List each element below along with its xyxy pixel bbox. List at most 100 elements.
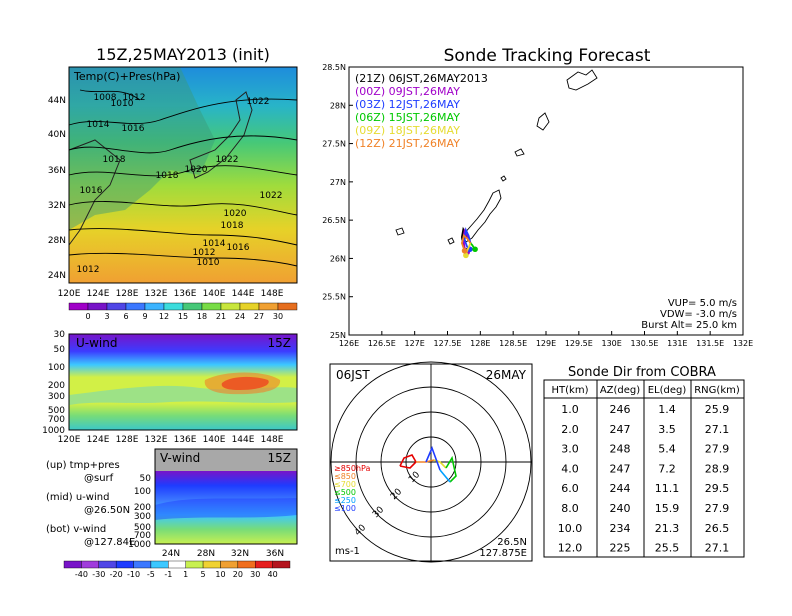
colorbar-swatch: [125, 302, 146, 311]
p-label: 100: [134, 487, 151, 497]
table-cell: 25.9: [705, 403, 730, 416]
tracking-map: (21Z) 06JST,26MAY2013 (00Z) 09JST,26MAY …: [322, 63, 753, 348]
p-label: 1000: [128, 540, 151, 550]
table-cell: 2.0: [561, 423, 579, 436]
table-cell: 10.0: [558, 522, 583, 535]
lon-label: 131E: [667, 339, 687, 348]
note-up-sub: @surf: [84, 473, 114, 484]
uwind-frame: [68, 333, 298, 431]
lon-label: 128E: [116, 435, 139, 445]
lat-label: 28N: [197, 549, 215, 559]
island-amami: [566, 69, 598, 91]
lon-label: 148E: [261, 289, 284, 299]
legend-entry: (00Z) 09JST,26MAY: [355, 85, 460, 98]
note-bot-sub: @127.84E: [84, 537, 135, 548]
lon-label: 144E: [232, 435, 255, 445]
tracking-legend: (21Z) 06JST,26MAY2013 (00Z) 09JST,26MAY …: [355, 72, 488, 150]
colorbar-label: 10: [215, 570, 225, 579]
pressure-label: 1020: [224, 209, 247, 219]
vup-text: VUP= 5.0 m/s: [668, 298, 737, 309]
temp-colorbar: 0 3 6 9 12 15 18 21 24 27 30: [68, 302, 298, 321]
uwind-lon-labels: 120E 124E 128E 132E 136E 140E 144E 148E: [58, 435, 284, 445]
lon-label: 132E: [733, 339, 753, 348]
hodo-trace: [399, 445, 457, 483]
table-header: RNG(km): [694, 385, 740, 396]
colorbar-label: 9: [142, 312, 147, 321]
sonde-table: HT(km) AZ(deg) EL(deg) RNG(km) 1.0 246 1.4…: [543, 379, 745, 558]
colorbar-swatch: [144, 302, 165, 311]
island-kume: [395, 227, 405, 236]
lon-label: 124E: [87, 289, 110, 299]
uwind-p-labels: 30 50 100 200 300 500 700 1000: [42, 330, 65, 436]
colorbar-swatch: [277, 302, 298, 311]
pressure-label: 1014: [87, 120, 110, 130]
lon-label: 128.5E: [499, 339, 527, 348]
vwind-time: 15Z: [268, 451, 292, 465]
lat-label: 27N: [330, 178, 346, 187]
note-mid-sub: @26.50N: [84, 505, 130, 516]
table-cell: 28.9: [705, 462, 730, 475]
table-cell: 27.9: [705, 502, 730, 515]
table-header: HT(km): [552, 385, 589, 396]
colorbar-label: 3: [104, 312, 109, 321]
colorbar-swatch: [68, 302, 89, 311]
colorbar-swatch: [185, 560, 204, 569]
colorbar-swatch: [163, 302, 184, 311]
p-label: 700: [48, 415, 65, 425]
vwind-grey: [155, 449, 297, 471]
colorbar-label: 12: [159, 312, 169, 321]
table-cell: 12.0: [558, 542, 583, 555]
colorbar-label: 27: [254, 312, 264, 321]
lon-label: 130E: [602, 339, 622, 348]
lon-label: 130.5E: [631, 339, 659, 348]
table-cell: 26.5: [705, 522, 730, 535]
lon-label: 126.5E: [368, 339, 396, 348]
hodo-lon: 127.875E: [479, 548, 527, 559]
panel-notes: (up) tmp+pres @surf (mid) u-wind @26.50N…: [46, 460, 135, 548]
colorbar-swatch: [220, 302, 241, 311]
vdw-text: VDW= -3.0 m/s: [660, 309, 737, 320]
table-cell: 6.0: [561, 482, 579, 495]
colorbar-swatch: [63, 560, 82, 569]
colorbar-swatch: [272, 560, 291, 569]
table-cell: 1.0: [561, 403, 579, 416]
p-label: 50: [54, 345, 66, 355]
map-lat-labels: 44N 40N 36N 32N 28N 24N: [48, 96, 66, 281]
burst-text: Burst Alt= 25.0 km: [641, 320, 737, 331]
hodo-level-legend: ≥850hPa ≤850 ≤700 ≤500 ≤250 ≤100: [334, 464, 371, 513]
pressure-label: 1016: [122, 124, 145, 134]
colorbar-label: 5: [201, 570, 206, 579]
legend-entry: (03Z) 12JST,26MAY: [355, 98, 460, 111]
table-cell: 248: [610, 443, 631, 456]
track-line: [463, 226, 472, 250]
island-yoron: [500, 175, 507, 182]
lon-label: 136E: [174, 289, 197, 299]
lat-label: 26.5N: [322, 216, 346, 225]
table-cell: 246: [610, 403, 631, 416]
china-coast: [68, 139, 121, 246]
vwind-band: [155, 498, 297, 520]
track-line: [460, 233, 472, 252]
p-label: 200: [134, 503, 151, 513]
hodo-ring-labels: 10 20 30 40: [353, 470, 422, 538]
lon-label: 132E: [145, 289, 168, 299]
pressure-label: 1018: [156, 171, 179, 181]
table-cell: 4.0: [561, 462, 579, 475]
lat-label: 24N: [162, 549, 180, 559]
hodo-time: 06JST: [336, 368, 370, 382]
pressure-label: 1022: [260, 191, 283, 201]
lat-label: 28N: [330, 101, 346, 110]
p-label: 50: [140, 474, 152, 484]
lon-label: 140E: [203, 435, 226, 445]
lon-label: 129E: [536, 339, 556, 348]
temperature-map: 1008 1010 1012 1022 1014 1016 1018 1022 …: [48, 66, 298, 299]
lat-label: 25N: [330, 331, 346, 340]
table-cell: 3.5: [658, 423, 676, 436]
note-mid: (mid) u-wind: [46, 492, 109, 503]
table-cell: 25.5: [655, 542, 680, 555]
uwind-panel: U-wind 15Z 30 50 100 200 300 500 700 100…: [42, 330, 298, 445]
level-entry: ≤850: [334, 472, 356, 481]
colorbar-label: 15: [178, 312, 188, 321]
pressure-label: 1012: [193, 248, 216, 258]
colorbar-swatch: [98, 560, 117, 569]
